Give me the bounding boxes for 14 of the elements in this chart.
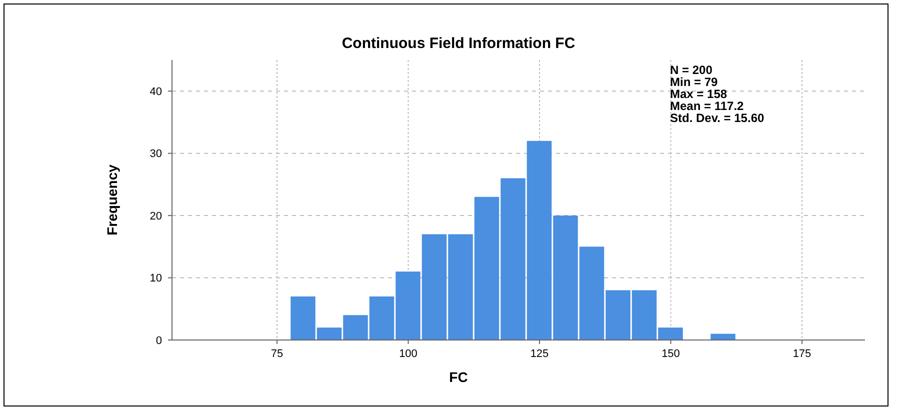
x-tick-label: 175 — [792, 348, 812, 360]
y-tick-label: 40 — [150, 86, 162, 98]
x-tick-label: 75 — [270, 348, 284, 360]
y-tick-label: 0 — [156, 334, 162, 347]
y-tick-label: 30 — [150, 148, 162, 160]
y-tick-label: 20 — [150, 210, 162, 222]
annotation: N = 200 Min = 79 Max = 158 Mean = 117.2 Std. Dev. = 15.60 — [670, 63, 764, 125]
chart-title: Continuous Field Information FC — [342, 35, 576, 52]
x-tick-label: 150 — [662, 348, 680, 360]
y-tick-label: 10 — [150, 272, 162, 285]
x-tick-label: 100 — [399, 348, 418, 360]
y-axis-title: Frequency — [104, 164, 120, 236]
x-tick-label: 125 — [530, 348, 549, 360]
x-axis-title: FC — [449, 369, 468, 385]
